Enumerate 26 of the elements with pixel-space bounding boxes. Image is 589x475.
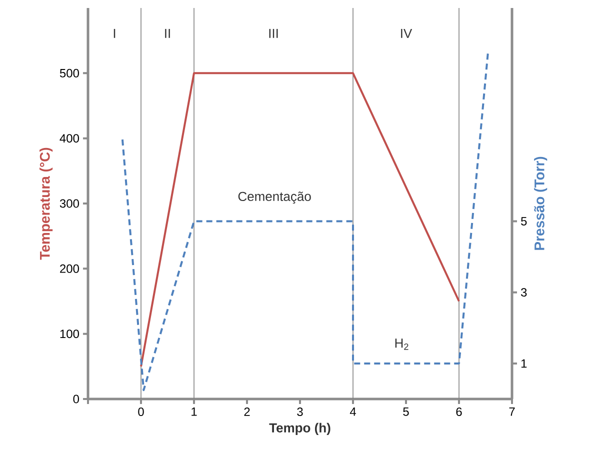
y-tick-label: 200 [60, 264, 79, 273]
y-tick-label: 0 [73, 394, 80, 404]
y2-tick-label: 3 [520, 288, 527, 297]
x-tick-label: 4 [350, 408, 356, 416]
annotation: Cementação [238, 192, 311, 204]
x-tick-label: 5 [403, 408, 409, 416]
annotation: I [114, 28, 116, 38]
x-axis-title: Tempo (h) [269, 422, 330, 436]
x-tick-label: 2 [244, 408, 250, 416]
x-tick-label: 6 [456, 408, 462, 416]
annotation: III [269, 28, 278, 38]
y-axis-title: Temperatura (°C) [40, 148, 53, 260]
x-tick-label: 3 [297, 408, 303, 416]
annotation: IV [401, 28, 412, 38]
y-tick-label: 100 [60, 330, 79, 338]
y-tick-label: 300 [60, 199, 79, 208]
y2-tick-label: 1 [521, 359, 527, 368]
x-tick-label: 1 [192, 408, 197, 416]
y-tick-label: 400 [60, 134, 79, 143]
x-tick-label: 7 [509, 408, 515, 416]
y2-tick-label: 5 [521, 217, 527, 226]
x-tick-label: 0 [138, 408, 144, 416]
annotation: H$_{2}$ [395, 338, 408, 350]
y2-axis-title: Pressão (Torr) [534, 156, 548, 250]
y-tick-label: 500 [60, 68, 79, 78]
annotation: II [165, 28, 170, 38]
